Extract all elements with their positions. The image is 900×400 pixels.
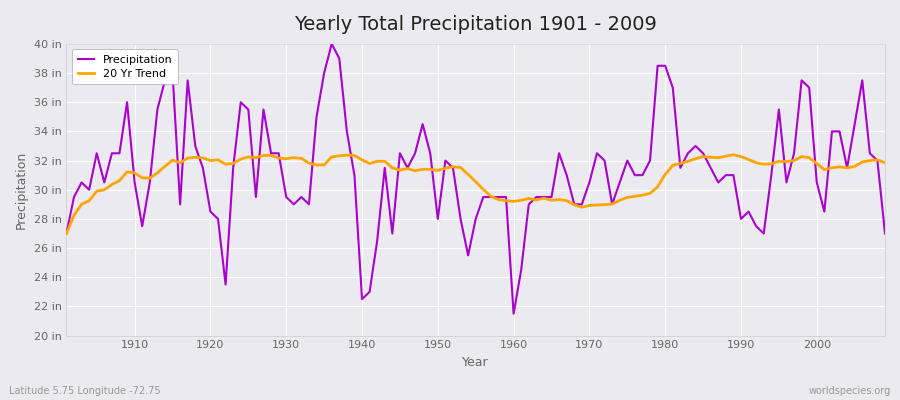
Line: 20 Yr Trend: 20 Yr Trend xyxy=(67,155,885,234)
Title: Yearly Total Precipitation 1901 - 2009: Yearly Total Precipitation 1901 - 2009 xyxy=(294,15,657,34)
Precipitation xyxy=(879,231,890,236)
20 Yr Trend xyxy=(599,202,610,207)
Precipitation xyxy=(288,202,299,207)
20 Yr Trend xyxy=(879,160,890,165)
X-axis label: Year: Year xyxy=(463,356,489,369)
Text: Latitude 5.75 Longitude -72.75: Latitude 5.75 Longitude -72.75 xyxy=(9,386,160,396)
Precipitation xyxy=(615,180,626,185)
Precipitation xyxy=(341,129,352,134)
20 Yr Trend xyxy=(122,170,132,174)
Text: worldspecies.org: worldspecies.org xyxy=(809,386,891,396)
Y-axis label: Precipitation: Precipitation xyxy=(15,151,28,229)
Precipitation xyxy=(122,100,132,105)
Line: Precipitation: Precipitation xyxy=(67,44,885,314)
20 Yr Trend xyxy=(288,155,299,160)
Precipitation xyxy=(524,202,535,207)
Precipitation xyxy=(516,268,526,272)
20 Yr Trend xyxy=(61,231,72,236)
Precipitation xyxy=(327,42,338,46)
20 Yr Trend xyxy=(500,198,511,203)
20 Yr Trend xyxy=(334,154,345,158)
Legend: Precipitation, 20 Yr Trend: Precipitation, 20 Yr Trend xyxy=(72,50,178,84)
20 Yr Trend xyxy=(728,152,739,157)
Precipitation xyxy=(61,231,72,236)
20 Yr Trend xyxy=(508,199,519,204)
Precipitation xyxy=(508,311,519,316)
